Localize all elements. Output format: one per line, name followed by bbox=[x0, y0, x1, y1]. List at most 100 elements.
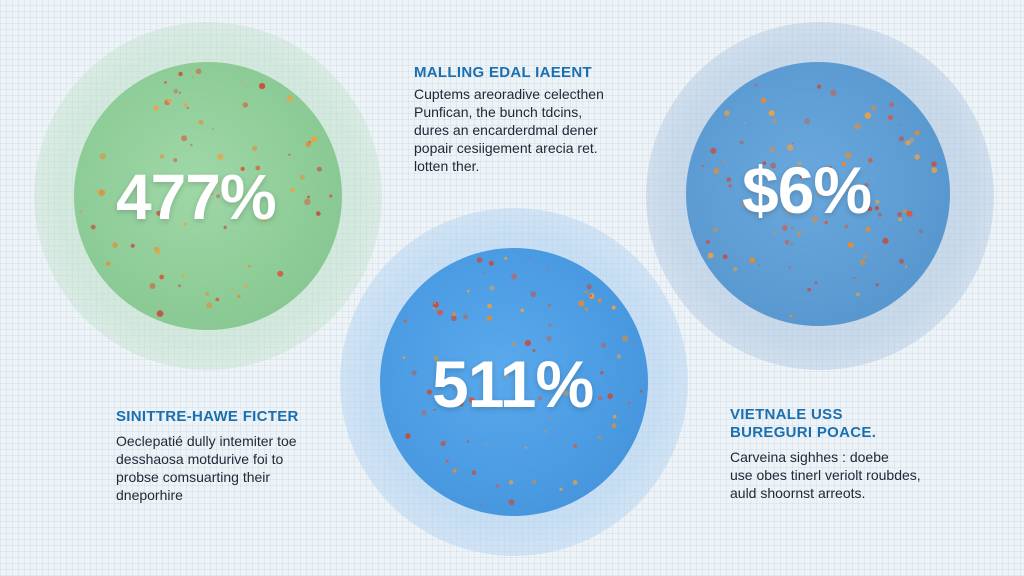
particle-dot bbox=[133, 178, 139, 184]
particle-dot bbox=[531, 479, 537, 484]
particle-dot bbox=[504, 256, 508, 260]
particle-dot bbox=[495, 483, 500, 488]
particle-dot bbox=[524, 446, 528, 449]
particle-dot bbox=[584, 307, 589, 311]
left-circle-stat: 477% bbox=[116, 161, 277, 233]
particle-dot bbox=[217, 153, 224, 160]
particle-cluster bbox=[402, 256, 643, 507]
particle-dot bbox=[865, 227, 871, 232]
particle-dot bbox=[487, 303, 492, 309]
particle-dot bbox=[790, 243, 793, 246]
particle-dot bbox=[476, 257, 483, 263]
particle-dot bbox=[451, 315, 457, 322]
particle-dot bbox=[153, 105, 159, 111]
particle-dot bbox=[559, 487, 563, 491]
particle-dot bbox=[931, 161, 937, 167]
particle-dot bbox=[426, 389, 433, 395]
particle-dot bbox=[743, 121, 746, 124]
particle-dot bbox=[458, 401, 464, 407]
particle-dot bbox=[240, 79, 243, 82]
particle-dot bbox=[762, 161, 767, 165]
particle-dot bbox=[80, 210, 83, 213]
particle-dot bbox=[307, 195, 310, 199]
particle-dot bbox=[841, 162, 847, 167]
particle-dot bbox=[402, 356, 406, 359]
particle-dot bbox=[211, 128, 214, 130]
particle-dot bbox=[433, 408, 436, 411]
particle-dot bbox=[705, 239, 710, 244]
particle-dot bbox=[445, 459, 449, 463]
particle-dot bbox=[639, 389, 643, 393]
particle-cluster bbox=[701, 84, 938, 318]
particle-dot bbox=[156, 210, 162, 216]
particle-dot bbox=[205, 292, 209, 296]
particle-dot bbox=[548, 323, 552, 328]
middle-circle-stat: 511% bbox=[432, 347, 594, 421]
particle-dot bbox=[206, 302, 213, 309]
particle-dot bbox=[210, 192, 214, 195]
particle-dot bbox=[600, 371, 604, 375]
particle-dot bbox=[198, 119, 204, 125]
bottom-right-heading: VIETNALE USS bbox=[730, 406, 843, 423]
particle-dot bbox=[845, 152, 852, 159]
particle-dot bbox=[259, 83, 266, 90]
particle-dot bbox=[468, 397, 475, 403]
bottom-left-line: dneporhire bbox=[116, 487, 183, 503]
particle-dot bbox=[797, 232, 802, 237]
particle-dot bbox=[871, 105, 877, 111]
particle-dot bbox=[572, 480, 578, 485]
particle-dot bbox=[156, 310, 164, 317]
particle-dot bbox=[183, 222, 188, 226]
particle-dot bbox=[863, 254, 867, 259]
particle-dot bbox=[231, 288, 234, 290]
particle-dot bbox=[800, 174, 804, 179]
particle-dot bbox=[316, 166, 322, 172]
particle-dot bbox=[597, 298, 602, 303]
particle-dot bbox=[828, 166, 833, 170]
particle-dot bbox=[173, 158, 178, 163]
particle-dot bbox=[611, 423, 617, 429]
particle-dot bbox=[290, 187, 295, 192]
particle-dot bbox=[411, 370, 417, 376]
particle-dot bbox=[874, 206, 880, 211]
particle-dot bbox=[316, 211, 321, 216]
particle-dot bbox=[159, 274, 165, 280]
particle-dot bbox=[484, 443, 487, 446]
particle-dot bbox=[452, 388, 455, 391]
particle-dot bbox=[466, 440, 470, 443]
particle-dot bbox=[242, 102, 248, 108]
particle-dot bbox=[712, 227, 718, 233]
particle-dot bbox=[463, 314, 468, 319]
particle-dot bbox=[887, 114, 894, 121]
particle-dot bbox=[508, 499, 515, 506]
top-center-line: dures an encarderdmal dener bbox=[414, 122, 598, 138]
particle-dot bbox=[186, 106, 189, 109]
particle-dot bbox=[722, 254, 728, 260]
particle-dot bbox=[847, 242, 854, 248]
particle-dot bbox=[149, 283, 156, 289]
particle-dot bbox=[173, 88, 179, 94]
particle-dot bbox=[179, 91, 181, 94]
particle-dot bbox=[452, 468, 457, 473]
particle-dot bbox=[191, 76, 194, 79]
particle-dot bbox=[789, 314, 793, 318]
particle-dot bbox=[405, 433, 411, 439]
middle-circle bbox=[380, 248, 648, 516]
particle-dot bbox=[903, 209, 907, 213]
particle-dot bbox=[824, 220, 828, 225]
particle-dot bbox=[252, 146, 258, 151]
particle-dot bbox=[612, 414, 617, 419]
bottom-right-line: auld shoornst arreots. bbox=[730, 485, 866, 501]
particle-dot bbox=[805, 201, 810, 205]
particle-dot bbox=[440, 440, 446, 447]
particle-dot bbox=[543, 430, 547, 433]
particle-dot bbox=[190, 143, 193, 147]
particle-dot bbox=[796, 161, 802, 166]
top-center-block: MALLING EDAL IAEENT Cuptems areoradive c… bbox=[414, 64, 604, 175]
particle-dot bbox=[262, 216, 268, 222]
particle-dot bbox=[244, 285, 248, 289]
particle-dot bbox=[622, 335, 629, 342]
particle-dot bbox=[628, 401, 631, 404]
particle-dot bbox=[786, 144, 794, 151]
top-center-line: Cuptems areoradive celecthen bbox=[414, 86, 604, 102]
